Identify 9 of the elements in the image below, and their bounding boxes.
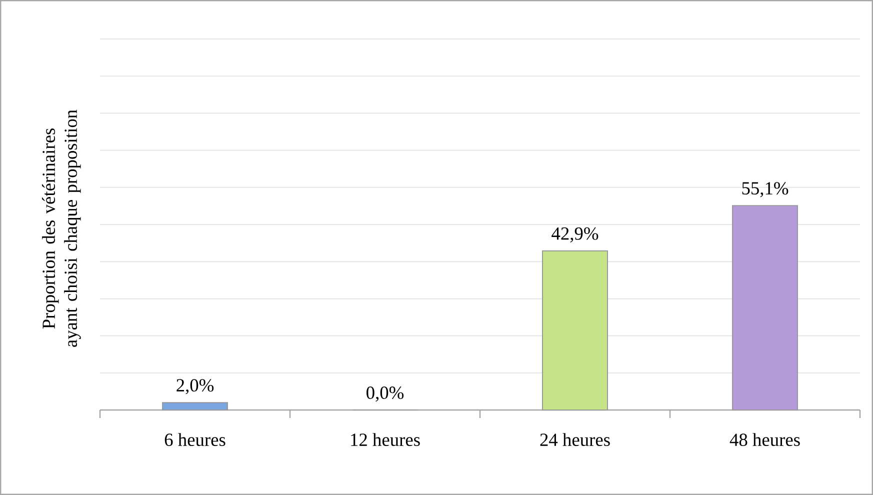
data-label: 42,9% — [552, 227, 598, 242]
x-tick-label: 24 heures — [540, 433, 610, 446]
data-label: 0,0% — [366, 386, 404, 402]
x-tick-label: 6 heures — [164, 433, 226, 446]
x-tick-label: 12 heures — [351, 433, 420, 446]
y-axis-title: Proportion des vétérinaires ayant choisi chaque proposition — [42, 110, 81, 347]
data-label: 55,1% — [742, 182, 788, 198]
x-tick-label: 48 heures — [730, 433, 800, 446]
data-label: 2,0% — [176, 379, 214, 394]
